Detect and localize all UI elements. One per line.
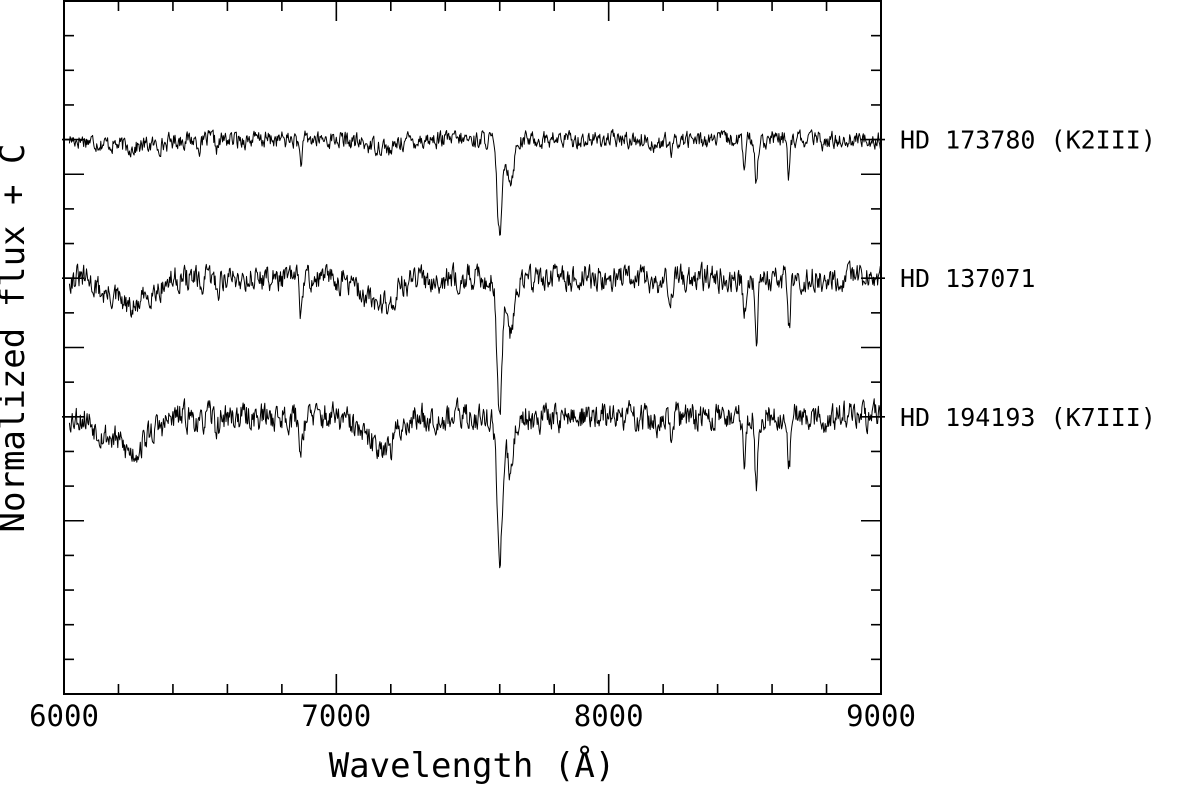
spectrum-line — [68, 128, 882, 236]
series-label: HD 173780 (K2III) — [900, 126, 1156, 155]
x-tick-labels: 6000 7000 8000 9000 — [29, 699, 916, 733]
spectra-lines — [68, 128, 882, 569]
axis-ticks — [62, 1, 885, 694]
plot-frame — [63, 0, 882, 695]
y-axis-label: Normalized flux + C — [0, 144, 33, 533]
x-tick-label: 8000 — [574, 699, 644, 733]
x-tick-label: 9000 — [846, 699, 916, 733]
series-label: HD 194193 (K7III) — [900, 403, 1156, 432]
x-tick-label: 7000 — [301, 699, 371, 733]
series-labels: HD 173780 (K2III) HD 137071 HD 194193 (K7I… — [900, 126, 1156, 432]
spectrum-line — [68, 397, 882, 569]
series-label: HD 137071 — [900, 264, 1035, 293]
x-axis-label: Wavelength (Å) — [329, 745, 616, 786]
x-tick-label: 6000 — [29, 699, 99, 733]
spectrum-line — [68, 260, 882, 415]
